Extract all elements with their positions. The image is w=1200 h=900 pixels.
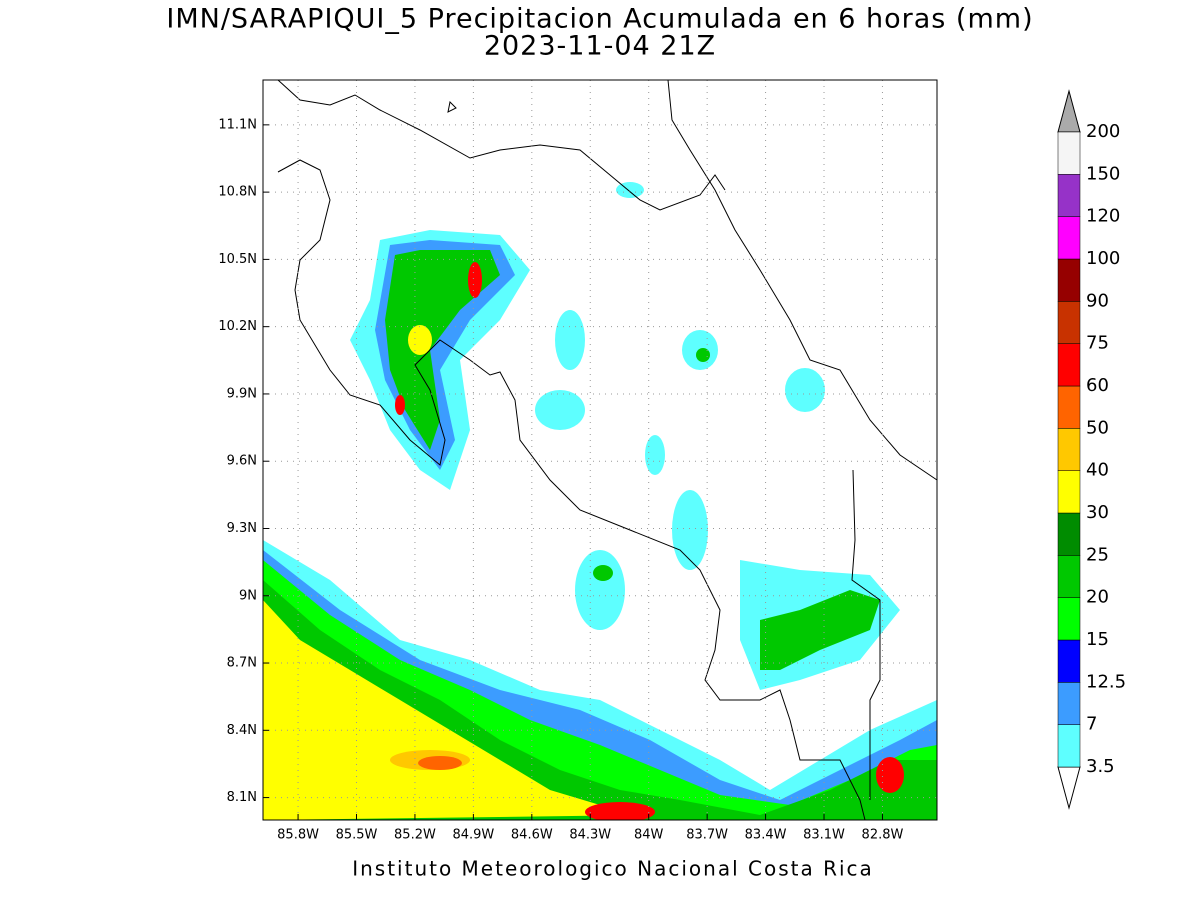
colorbar-label: 60 — [1086, 375, 1109, 396]
colorbar-label: 50 — [1086, 417, 1109, 438]
colorbar-label: 75 — [1086, 333, 1109, 354]
colorbar-segment — [1057, 512, 1081, 556]
precipitation-field — [263, 182, 937, 820]
colorbar-label: 200 — [1086, 121, 1120, 142]
lat-tick-label: 10.2N — [218, 319, 257, 334]
lon-tick-label: 83.1W — [803, 828, 845, 843]
lat-tick-label: 8.4N — [227, 723, 257, 738]
lat-tick-label: 8.1N — [227, 790, 257, 805]
colorbar-label: 12.5 — [1086, 671, 1126, 692]
lon-tick-label: 85.8W — [277, 828, 319, 843]
lat-tick-label: 11.1N — [218, 117, 257, 132]
colorbar-segment — [1057, 301, 1081, 344]
colorbar-segment — [1057, 216, 1081, 260]
coastlines — [277, 79, 938, 821]
colorbar-below — [1057, 766, 1081, 810]
colorbar-segment — [1057, 343, 1081, 387]
colorbar-label: 3.5 — [1086, 756, 1115, 777]
lon-tick-label: 84W — [634, 828, 664, 843]
graticule: 85.8W 85.5W 85.2W 84.9W 84.6W 84.3W 84W 83.7W 83… — [218, 80, 937, 843]
lat-tick-label: 8.7N — [227, 656, 257, 671]
lon-tick-label: 84.9W — [452, 828, 494, 843]
title: IMN/SARAPIQUI_5 Precipitacion Acumulada … — [166, 4, 1033, 35]
colorbar-segment — [1057, 639, 1081, 683]
lon-tick-label: 83.4W — [745, 828, 787, 843]
colorbar-label: 20 — [1086, 587, 1109, 608]
colorbar-segment — [1057, 131, 1081, 175]
colorbar-label: 90 — [1086, 290, 1109, 311]
colorbar-label: 15 — [1086, 629, 1109, 650]
colorbar-segment — [1057, 682, 1081, 725]
subtitle: 2023-11-04 21Z — [484, 31, 716, 62]
colorbar-segment — [1057, 385, 1081, 429]
colorbar-segment — [1057, 724, 1081, 768]
map-frame — [262, 79, 938, 821]
colorbar-segment — [1057, 258, 1081, 302]
colorbar-segment — [1057, 597, 1081, 641]
colorbar-label: 100 — [1086, 248, 1120, 269]
lat-tick-label: 9.9N — [227, 386, 257, 401]
lon-tick-label: 84.6W — [511, 828, 553, 843]
colorbar-label: 7 — [1086, 714, 1097, 735]
colorbar-label: 25 — [1086, 544, 1109, 565]
lat-tick-label: 10.5N — [218, 252, 257, 267]
colorbar-label: 30 — [1086, 502, 1109, 523]
footer: Instituto Meteorologico Nacional Costa R… — [352, 857, 874, 881]
colorbar-segment — [1057, 555, 1081, 598]
lat-tick-label: 9N — [239, 588, 257, 603]
lon-tick-label: 85.2W — [394, 828, 436, 843]
colorbar-segment — [1057, 470, 1081, 514]
colorbar-label: 120 — [1086, 206, 1120, 227]
lat-tick-label: 9.3N — [227, 521, 257, 536]
lon-tick-label: 84.3W — [569, 828, 611, 843]
lat-tick-label: 9.6N — [227, 454, 257, 469]
lat-tick-label: 10.8N — [218, 185, 257, 200]
lon-tick-label: 85.5W — [336, 828, 378, 843]
colorbar-segment — [1057, 428, 1081, 471]
colorbar-label: 40 — [1086, 460, 1109, 481]
colorbar-label: 150 — [1086, 163, 1120, 184]
colorbar-above — [1057, 89, 1081, 133]
lon-tick-label: 82.8W — [862, 828, 904, 843]
lon-tick-label: 83.7W — [686, 828, 728, 843]
colorbar: 3.5 7 12.5 15 20 25 30 40 50 60 75 90 100 120 150 200 — [1057, 89, 1126, 810]
colorbar-segment — [1057, 174, 1081, 217]
